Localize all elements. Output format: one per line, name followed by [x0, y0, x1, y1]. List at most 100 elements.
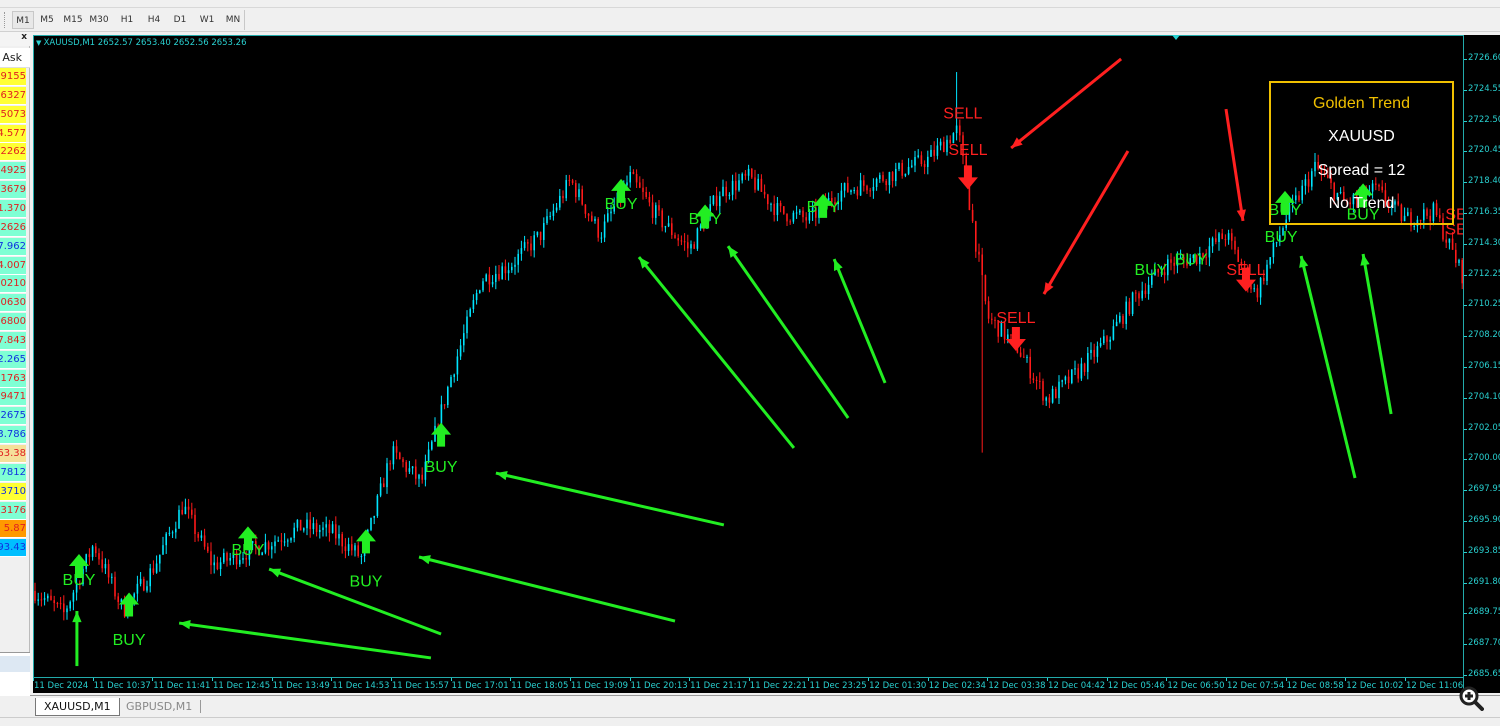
- market-watch-row[interactable]: 2675: [0, 407, 26, 426]
- market-watch-row[interactable]: 5.87: [0, 520, 26, 539]
- trend-arrow-line[interactable]: [418, 555, 676, 623]
- tab-xauusd-m1[interactable]: XAUUSD,M1: [35, 698, 120, 716]
- timeframe-m15[interactable]: M15: [63, 15, 83, 25]
- market-watch-row[interactable]: 7.843: [0, 331, 26, 350]
- market-watch-row[interactable]: 5073: [0, 105, 26, 124]
- candle-body: [1183, 257, 1185, 260]
- candle-body: [37, 599, 39, 601]
- market-watch-row[interactable]: 3679: [0, 181, 26, 200]
- trend-arrow-line[interactable]: [1042, 150, 1130, 295]
- candle-body: [1371, 183, 1374, 192]
- tab-separator: [200, 700, 201, 713]
- market-watch-row[interactable]: 6800: [0, 313, 26, 332]
- candle-body: [968, 184, 971, 210]
- candle-body: [517, 253, 519, 265]
- market-watch-row[interactable]: 4925: [0, 162, 26, 181]
- trend-arrow-line[interactable]: [1010, 57, 1123, 150]
- candle-body: [357, 545, 359, 557]
- arrowhead-icon: [1236, 209, 1246, 221]
- market-watch-row[interactable]: 4.577: [0, 124, 26, 143]
- candle-body: [1355, 194, 1358, 200]
- tab-gbpusd-m1[interactable]: GBPUSD,M1: [126, 700, 193, 713]
- market-watch-row[interactable]: 93.43: [0, 539, 26, 558]
- time-label: 11 Dec 10:37: [93, 681, 151, 691]
- candle-body: [789, 221, 791, 223]
- candle-body: [578, 189, 580, 198]
- market-watch-row[interactable]: 1763: [0, 369, 26, 388]
- candle-body: [1010, 334, 1012, 336]
- candle-body: [869, 190, 871, 192]
- market-watch-row[interactable]: 0630: [0, 294, 26, 313]
- candle-body: [767, 194, 769, 205]
- buy-signal-label: BUY: [1175, 252, 1208, 269]
- candle-body: [178, 509, 180, 529]
- candle-body: [40, 599, 43, 601]
- time-tick: [689, 678, 691, 681]
- market-watch-row[interactable]: 2.265: [0, 350, 26, 369]
- trend-arrow-line[interactable]: [832, 258, 887, 384]
- ask-column-header[interactable]: Ask: [0, 48, 30, 68]
- zoom-in-button[interactable]: [1458, 685, 1484, 711]
- trend-arrow-line[interactable]: [726, 245, 850, 419]
- candle-body: [82, 568, 84, 585]
- market-watch-row[interactable]: 2626: [0, 218, 26, 237]
- trend-arrow-line[interactable]: [637, 256, 796, 449]
- toolbar-grip[interactable]: [4, 12, 7, 28]
- sell-arrow-icon: [1005, 327, 1026, 352]
- market-watch-row[interactable]: 63.38: [0, 445, 26, 463]
- timeframe-h1[interactable]: H1: [120, 15, 134, 25]
- market-watch-row[interactable]: 4.007: [0, 256, 26, 275]
- chart-canvas[interactable]: BUYBUYBUYBUYBUYBUYBUYBUYSELLSELLSELLBUYB…: [34, 36, 1464, 678]
- candle-body: [1019, 352, 1022, 357]
- market-watch-row[interactable]: 3.786: [0, 426, 26, 445]
- market-watch-row[interactable]: 6327: [0, 86, 26, 105]
- market-watch-row[interactable]: 9471: [0, 388, 26, 407]
- candle-body: [450, 376, 452, 388]
- market-watch-row[interactable]: 9155: [0, 68, 26, 86]
- candle-body: [514, 264, 516, 267]
- time-axis[interactable]: 11 Dec 2024 11 Dec 10:37 11 Dec 11:41 11 De…: [33, 677, 1463, 693]
- market-watch-row[interactable]: 2262: [0, 143, 26, 162]
- timeframe-m1[interactable]: M1: [12, 11, 34, 29]
- trend-arrow-line[interactable]: [1224, 108, 1245, 222]
- timeframe-m30[interactable]: M30: [89, 15, 109, 25]
- timeframe-h4[interactable]: H4: [147, 15, 161, 25]
- candle-body: [511, 266, 513, 271]
- chart-shift-marker[interactable]: [1172, 35, 1180, 40]
- price-chart[interactable]: BUY BUY BUY BUY BUY BUY BUY BUY SELL SELL SELL BUY B…: [33, 35, 1464, 678]
- trend-arrow-line[interactable]: [178, 621, 432, 660]
- market-watch-row[interactable]: 0210: [0, 275, 26, 294]
- close-icon[interactable]: x: [21, 32, 27, 42]
- candle-body: [1243, 265, 1246, 267]
- candle-body: [187, 506, 190, 510]
- trend-arrow-line[interactable]: [1299, 255, 1357, 479]
- buy-signal-label: BUY: [425, 459, 458, 476]
- candle-body: [1096, 346, 1099, 357]
- trend-arrow-line[interactable]: [495, 471, 725, 527]
- market-watch-row[interactable]: 3710: [0, 482, 26, 501]
- candle-body: [335, 524, 337, 539]
- trend-arrow-line[interactable]: [1361, 253, 1393, 415]
- timeframe-w1[interactable]: W1: [199, 15, 215, 25]
- timeframe-mn[interactable]: MN: [225, 15, 241, 25]
- market-watch-row[interactable]: 7.962: [0, 237, 26, 256]
- price-axis[interactable]: 2726.60 2724.55 2722.50 2720.45 2718.40 2716.…: [1463, 35, 1500, 693]
- buy-arrow-icon: [237, 526, 258, 551]
- timeframe-d1[interactable]: D1: [173, 15, 187, 25]
- candle-body: [783, 206, 785, 214]
- candle-body: [1039, 380, 1041, 382]
- candle-body: [255, 541, 257, 547]
- timeframe-m5[interactable]: M5: [40, 15, 54, 25]
- candle-body: [840, 190, 843, 202]
- trend-arrow-line[interactable]: [268, 567, 442, 636]
- market-watch-row[interactable]: 7812: [0, 463, 26, 482]
- candle-body: [987, 301, 990, 319]
- candle-body: [341, 534, 343, 547]
- market-watch-row[interactable]: 3176: [0, 501, 26, 520]
- info-symbol: XAUUSD: [1328, 128, 1395, 145]
- candle-body: [888, 172, 891, 186]
- candle-body: [1160, 272, 1163, 274]
- candle-body: [479, 290, 481, 294]
- candle-body: [530, 243, 532, 251]
- market-watch-row[interactable]: 1.370: [0, 199, 26, 218]
